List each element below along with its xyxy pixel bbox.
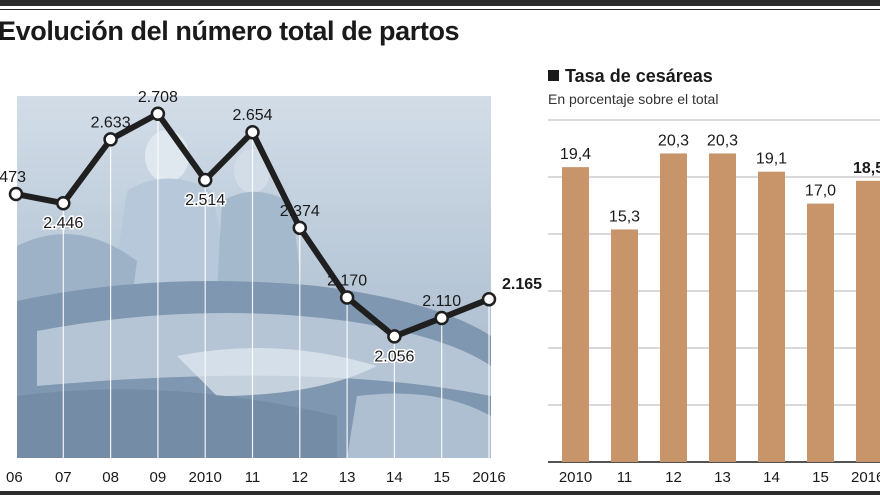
cesarean-tick-2016: 2016: [851, 469, 880, 486]
cesarean-tick-12: 12: [665, 469, 682, 486]
births-tick-15: 15: [433, 469, 450, 486]
cesarean-bar-14: [758, 171, 785, 462]
cesarean-label-2010: 19,4: [560, 146, 591, 163]
cesarean-tick-11: 11: [617, 469, 633, 486]
cesarean-title-text: Tasa de cesáreas: [565, 66, 713, 86]
births-tick-2010: 2010: [189, 469, 222, 486]
cesarean-bar-2010: [562, 167, 589, 462]
line-chart: 2.473 2.446 2.633 2.708 2.514 2.654 2.374 2.170…: [0, 89, 542, 486]
cesarean-bar-2016: [856, 180, 880, 463]
births-point-12: [292, 220, 308, 236]
cesarean-tick-14: 14: [763, 469, 780, 486]
births-label-09: 2.708: [138, 89, 178, 106]
births-label-12: 2.374: [280, 203, 320, 220]
births-point-09: [150, 106, 166, 122]
cesarean-label-14: 19,1: [756, 151, 787, 168]
births-label-13: 2.170: [327, 272, 367, 289]
births-tick-12: 12: [291, 469, 308, 486]
births-point-13: [339, 290, 355, 305]
births-tick-14: 14: [386, 469, 403, 486]
births-point-06: [8, 186, 24, 202]
cesarean-bar-11: [611, 229, 638, 462]
top-rule-thin: [0, 9, 880, 10]
births-point-07: [56, 195, 71, 211]
births-point-11: [245, 124, 260, 140]
births-label-07: 2.446: [43, 215, 83, 232]
births-tick-07: 07: [55, 469, 72, 486]
top-rule: [0, 0, 880, 6]
cesarean-tick-2010: 2010: [559, 469, 592, 486]
births-point-2016: [481, 291, 497, 307]
operating-room-photo: [17, 96, 491, 458]
births-label-15: 2.110: [422, 293, 461, 310]
births-label-11: 2.654: [232, 107, 272, 124]
births-point-08: [103, 132, 118, 147]
cesarean-tick-15: 15: [812, 469, 829, 486]
births-tick-09: 09: [150, 469, 167, 486]
main-chart-title: Evolución del número total de partos: [0, 16, 460, 46]
births-tick-06: 06: [6, 469, 23, 486]
births-tick-11: 11: [245, 469, 261, 486]
births-label-14: 2.056: [374, 348, 414, 365]
births-point-15: [434, 310, 449, 326]
births-label-08: 2.633: [91, 114, 131, 131]
cesarean-bar-13: [709, 153, 736, 462]
cesarean-bar-15: [807, 203, 834, 462]
bottom-rule: [0, 491, 880, 495]
cesarean-label-11: 15,3: [609, 208, 640, 225]
line-chart-gridlines: [15, 119, 490, 458]
cesarean-bar-12: [660, 153, 687, 462]
births-label-2010: 2.514: [185, 192, 225, 209]
births-tick-08: 08: [102, 469, 119, 486]
births-point-14: [387, 329, 402, 344]
cesarean-chart-subtitle: En porcentaje sobre el total: [548, 91, 719, 107]
cesarean-tick-13: 13: [714, 469, 731, 486]
operating-room-illustration: [17, 96, 491, 458]
births-label-06: 2.473: [0, 169, 26, 186]
cesarean-label-2016: 18,5: [853, 160, 880, 177]
births-tick-2016: 2016: [472, 469, 505, 486]
births-label-2016: 2.165: [502, 276, 542, 293]
cesarean-label-12: 20,3: [658, 132, 689, 149]
births-tick-13: 13: [339, 469, 356, 486]
bar-chart: 19,4 2010 15,3 11 20,3 12 20,3 13 19,1 14 17,0 15 18…: [559, 132, 880, 486]
cesarean-chart-title: Tasa de cesáreas: [548, 66, 713, 87]
legend-square-icon: [548, 70, 559, 81]
births-point-2010: [197, 172, 213, 188]
cesarean-label-15: 17,0: [805, 183, 836, 200]
cesarean-label-13: 20,3: [707, 132, 738, 149]
